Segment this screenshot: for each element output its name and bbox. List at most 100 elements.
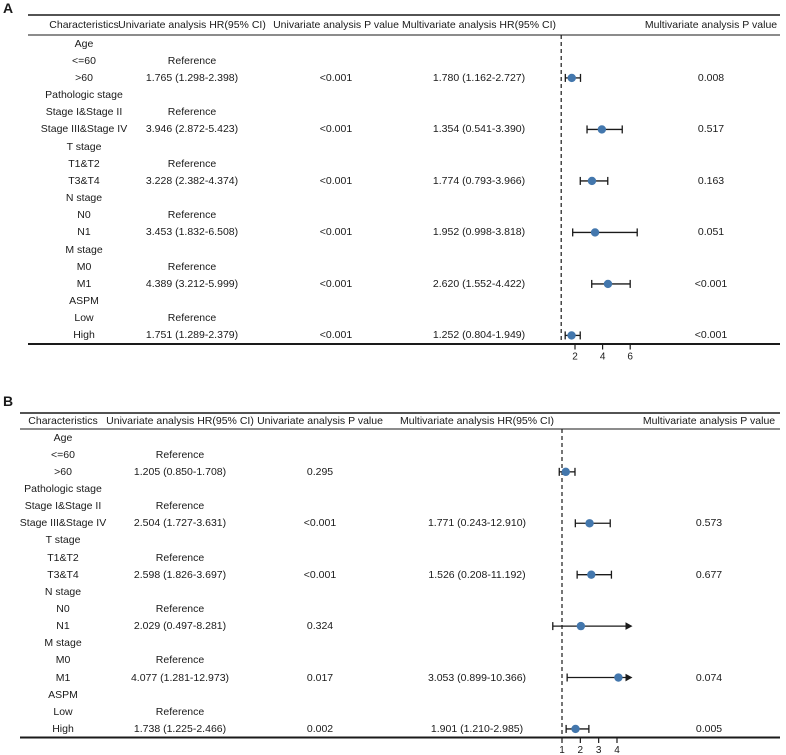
uni-hr-cell: Reference	[155, 654, 205, 667]
uni-p-cell: 0.002	[306, 722, 334, 735]
col-header-characteristics: Characteristics	[28, 414, 98, 427]
uni-hr-cell: 1.205 (0.850-1.708)	[133, 465, 227, 478]
uni-hr-cell: 3.228 (2.382-4.374)	[145, 174, 239, 187]
multi-p-cell: <0.001	[694, 277, 728, 290]
characteristic-cell: T stage	[66, 140, 102, 153]
characteristic-cell: Pathologic stage	[45, 88, 123, 101]
axis-tick-label: 2	[578, 745, 584, 755]
uni-hr-cell: Reference	[167, 54, 217, 67]
uni-hr-cell: Reference	[167, 209, 217, 221]
axis-tick-label: 4	[600, 352, 606, 363]
characteristic-cell: Low	[74, 312, 94, 324]
multi-hr-cell: 1.780 (1.162-2.727)	[432, 71, 526, 84]
characteristic-cell: T3&T4	[68, 174, 100, 187]
multi-p-cell: <0.001	[694, 329, 728, 342]
uni-p-cell: <0.001	[319, 174, 353, 187]
forest-point	[614, 673, 623, 682]
uni-p-cell: <0.001	[319, 71, 353, 84]
uni-hr-cell: Reference	[155, 499, 205, 512]
uni-hr-cell: 4.077 (1.281-12.973)	[130, 671, 230, 684]
characteristic-cell: <=60	[72, 54, 96, 67]
characteristic-cell: High	[73, 329, 95, 342]
forest-point	[571, 724, 580, 734]
characteristic-cell: >60	[75, 71, 93, 84]
col-header-univariate-p: Univariate analysis P value	[257, 414, 383, 427]
characteristic-cell: M0	[76, 260, 92, 273]
uni-hr-cell: Reference	[167, 157, 217, 170]
uni-p-cell: <0.001	[319, 329, 353, 342]
multi-hr-cell: 1.252 (0.804-1.949)	[432, 329, 526, 342]
multi-hr-cell: 1.526 (0.208-11.192)	[428, 568, 526, 581]
characteristic-cell: Pathologic stage	[24, 482, 102, 495]
characteristic-cell: M0	[55, 654, 71, 667]
characteristic-cell: N stage	[65, 191, 103, 204]
uni-p-cell: <0.001	[319, 277, 353, 290]
axis-tick-label: 6	[627, 352, 633, 363]
forest-point	[590, 228, 600, 237]
panel-label-b: B	[3, 393, 14, 409]
characteristic-cell: T stage	[45, 534, 81, 547]
col-header-multivariate-hr: Multivariate analysis HR(95% CI)	[399, 414, 555, 427]
uni-hr-cell: Reference	[155, 705, 205, 718]
uni-hr-cell: 4.389 (3.212-5.999)	[145, 277, 239, 290]
multi-p-cell: 0.517	[697, 123, 725, 136]
uni-p-cell: 0.017	[306, 671, 334, 684]
characteristic-cell: Stage III&Stage IV	[40, 123, 128, 136]
characteristic-cell: ASPM	[69, 294, 99, 307]
uni-hr-cell: Reference	[155, 551, 205, 564]
forest-point	[567, 73, 576, 83]
uni-hr-cell: 1.738 (1.225-2.466)	[133, 722, 227, 735]
multi-p-cell: 0.677	[695, 568, 723, 581]
multi-hr-cell: 1.774 (0.793-3.966)	[432, 174, 526, 187]
col-header-univariate-p: Univariate analysis P value	[273, 18, 399, 31]
multi-p-cell: 0.005	[695, 722, 723, 735]
multi-hr-cell: 1.952 (0.998-3.818)	[432, 226, 526, 239]
uni-hr-cell: 2.598 (1.826-3.697)	[133, 568, 227, 581]
col-header-characteristics: Characteristics	[49, 18, 119, 31]
forest-point	[561, 467, 570, 477]
axis-tick-label: 4	[614, 745, 620, 755]
uni-hr-cell: Reference	[167, 260, 217, 273]
multi-hr-cell: 3.053 (0.899-10.366)	[427, 671, 527, 684]
uni-p-cell: <0.001	[303, 568, 337, 581]
characteristic-cell: N0	[56, 602, 70, 615]
multi-p-cell: 0.573	[695, 517, 723, 529]
multi-p-cell: 0.008	[697, 71, 725, 84]
uni-p-cell: <0.001	[319, 123, 353, 136]
characteristic-cell: T3&T4	[47, 568, 79, 581]
col-header-multivariate-p: Multivariate analysis P value	[642, 414, 776, 427]
panel-label-a: A	[3, 0, 14, 16]
uni-hr-cell: Reference	[167, 106, 217, 118]
characteristic-cell: Stage III&Stage IV	[19, 517, 107, 529]
characteristic-cell: T1&T2	[47, 551, 79, 564]
axis-tick-label: 1	[559, 745, 565, 755]
forest-point	[576, 621, 586, 631]
uni-p-cell: <0.001	[303, 517, 337, 529]
uni-hr-cell: Reference	[155, 448, 205, 461]
characteristic-cell: M stage	[65, 243, 103, 256]
uni-p-cell: 0.295	[306, 465, 334, 478]
axis-tick-label: 2	[572, 352, 578, 363]
characteristic-cell: M1	[76, 277, 92, 290]
uni-p-cell: 0.324	[306, 619, 334, 632]
characteristic-cell: Stage I&Stage II	[24, 499, 102, 512]
uni-hr-cell: 1.765 (1.298-2.398)	[145, 71, 239, 84]
forest-ci-arrowhead	[625, 673, 633, 682]
forest-point	[587, 176, 597, 186]
multi-p-cell: 0.051	[697, 226, 725, 239]
forest-point	[603, 279, 613, 289]
axis-tick-label: 3	[596, 745, 602, 755]
multi-hr-cell: 2.620 (1.552-4.422)	[432, 277, 526, 290]
uni-hr-cell: 1.751 (1.289-2.379)	[145, 329, 239, 342]
forest-point	[585, 519, 594, 528]
characteristic-cell: N stage	[44, 585, 82, 598]
multi-hr-cell: 1.354 (0.541-3.390)	[432, 123, 526, 136]
col-header-multivariate-hr: Multivariate analysis HR(95% CI)	[401, 18, 557, 31]
uni-hr-cell: 2.504 (1.727-3.631)	[133, 517, 227, 529]
multi-p-cell: 0.163	[697, 174, 725, 187]
forest-point	[597, 125, 607, 134]
characteristic-cell: Age	[74, 37, 94, 50]
forest-point	[587, 570, 596, 579]
